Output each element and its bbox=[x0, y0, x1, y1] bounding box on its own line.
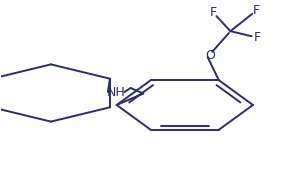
Text: F: F bbox=[254, 31, 261, 44]
Text: F: F bbox=[253, 4, 259, 17]
Text: O: O bbox=[205, 49, 215, 62]
Text: NH: NH bbox=[107, 86, 126, 99]
Text: F: F bbox=[210, 6, 217, 19]
